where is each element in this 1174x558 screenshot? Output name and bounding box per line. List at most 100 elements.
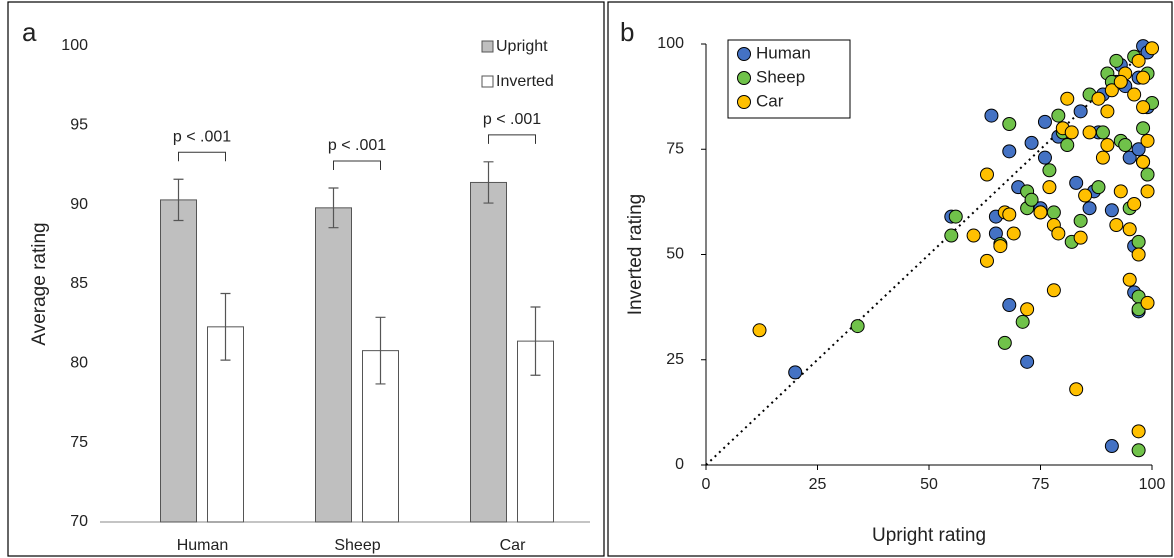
point (1046, 283, 1061, 298)
error-bar (220, 292, 231, 361)
y-tick-label: 100 (61, 37, 88, 54)
y-tick-label: 100 (657, 35, 684, 52)
legend-swatch (481, 40, 494, 53)
point (1136, 121, 1151, 136)
error-bar (483, 161, 494, 204)
point (1064, 125, 1079, 140)
point (1100, 104, 1115, 119)
point (1136, 100, 1151, 115)
p-value: p < .001 (483, 111, 541, 128)
p-value: p < .001 (173, 128, 231, 145)
point (1109, 53, 1124, 68)
point (944, 228, 959, 243)
point (788, 365, 803, 380)
point (1131, 234, 1146, 249)
significance-bracket (488, 134, 536, 144)
panel-a-frame (7, 1, 605, 557)
point (1069, 175, 1084, 190)
point (1046, 205, 1061, 220)
point (979, 253, 994, 268)
y-tick-label: 85 (70, 275, 88, 292)
point (1127, 196, 1142, 211)
point (1091, 180, 1106, 195)
point (1051, 108, 1066, 123)
y-tick-label: 25 (666, 351, 684, 368)
point (1104, 83, 1119, 98)
point (1140, 167, 1155, 182)
point (1078, 188, 1093, 203)
x-tick-label: 75 (1032, 476, 1050, 493)
point (1060, 138, 1075, 153)
point (1073, 213, 1088, 228)
significance-bracket (333, 160, 381, 171)
point (1131, 247, 1146, 262)
error-bar (375, 316, 386, 385)
point (1002, 116, 1017, 131)
y-tick-label: 95 (70, 117, 88, 134)
point (1095, 150, 1110, 165)
point (984, 108, 999, 123)
point (1020, 302, 1035, 317)
point (1082, 125, 1097, 140)
point (1113, 184, 1128, 199)
legend-swatch (481, 75, 494, 88)
y-tick-label: 75 (70, 434, 88, 451)
y-tick-label: 75 (666, 140, 684, 157)
point (1020, 354, 1035, 369)
point (1140, 295, 1155, 310)
error-bar (530, 306, 541, 376)
p-value: p < .001 (328, 137, 386, 154)
point (1073, 104, 1088, 119)
legend-label: Inverted (496, 73, 554, 90)
x-tick-label: 0 (702, 476, 711, 493)
point (1145, 41, 1159, 56)
point (979, 167, 994, 182)
point (1042, 163, 1057, 178)
x-tick-label: 50 (920, 476, 938, 493)
bar (470, 181, 507, 523)
y-tick-label: 0 (675, 456, 684, 473)
point (1037, 150, 1052, 165)
point (1002, 298, 1017, 313)
point (1082, 201, 1097, 216)
point (1073, 230, 1088, 245)
panel-b-frame (607, 1, 1173, 557)
legend-marker (737, 47, 751, 61)
x-tick-label: 100 (1139, 476, 1166, 493)
point (1104, 439, 1119, 454)
y-tick-label: 90 (70, 196, 88, 213)
point (1042, 180, 1057, 195)
legend-label: Sheep (756, 67, 805, 86)
error-bar (173, 178, 184, 222)
point (1113, 74, 1128, 89)
point (997, 335, 1012, 350)
point (1024, 192, 1039, 207)
point (1006, 226, 1021, 241)
legend-label: Car (756, 91, 784, 110)
point (1118, 138, 1133, 153)
point (1122, 272, 1137, 287)
point (1127, 87, 1142, 102)
point (850, 319, 865, 334)
bar (160, 199, 197, 523)
point (1136, 154, 1151, 169)
panel-label: a (22, 17, 37, 47)
legend-label: Human (756, 43, 811, 62)
legend-marker (737, 71, 751, 85)
point (1002, 144, 1017, 159)
panel-label: b (620, 17, 634, 47)
point (1109, 218, 1124, 233)
x-axis-label: Upright rating (872, 525, 986, 546)
point (752, 323, 767, 338)
y-tick-label: 80 (70, 355, 88, 372)
point (1122, 150, 1137, 165)
point (1033, 205, 1048, 220)
point (966, 228, 981, 243)
point (1140, 184, 1155, 199)
point (1104, 203, 1119, 218)
x-tick-label: Sheep (334, 537, 380, 554)
point (1037, 114, 1052, 129)
x-tick-label: Human (177, 537, 229, 554)
y-axis-label: Inverted rating (625, 194, 646, 315)
